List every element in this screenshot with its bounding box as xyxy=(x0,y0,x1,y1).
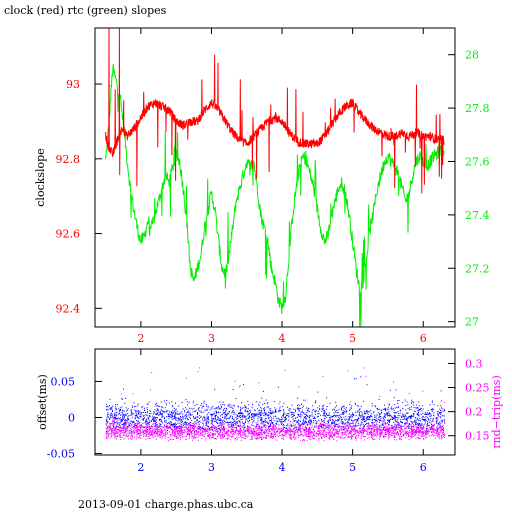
bottom-y2-tick-label: 0.25 xyxy=(465,382,490,395)
top-x-tick-label: 4 xyxy=(279,332,286,345)
top-x-tick-label: 6 xyxy=(420,332,427,345)
top-y-tick-label: 93 xyxy=(66,78,80,91)
top-y2-tick-label: 28 xyxy=(465,49,479,62)
top-x-tick-label: 5 xyxy=(349,332,356,345)
top-y-axis-label: clockslope xyxy=(34,148,47,206)
top-y2-tick-label: 27.2 xyxy=(465,262,490,275)
top-y2-tick-label: 27.4 xyxy=(465,209,490,222)
bottom-y-axis-label: offset(ms) xyxy=(36,374,49,430)
top-x-tick-label: 3 xyxy=(208,332,215,345)
bottom-chart: 2 3 4 5 6 -0.05 0 0.05 0.15 0.2 0.25 0.3 offset(ms) r… xyxy=(36,348,503,474)
bottom-x-tick-label: 2 xyxy=(137,461,144,474)
top-plot-frame xyxy=(94,27,456,328)
clock-slope-line xyxy=(105,27,445,194)
rtc-slope-line xyxy=(105,63,445,328)
bottom-y2-tick-label: 0.2 xyxy=(465,406,483,419)
chart-title: clock (red) rtc (green) slopes xyxy=(4,4,167,17)
bottom-y-tick-label: 0 xyxy=(68,412,75,425)
top-y2-tick-label: 27.6 xyxy=(465,155,490,168)
bottom-x-tick-label: 4 xyxy=(279,461,286,474)
top-chart: 2 3 4 5 6 92.4 92.6 92.8 93 27 27.2 27.4 27.6 27.8 28 c… xyxy=(34,27,490,345)
bottom-y-tick-label: -0.05 xyxy=(47,448,75,461)
bottom-y2-tick-label: 0.15 xyxy=(465,430,490,443)
bottom-y-tick-label: 0.05 xyxy=(51,375,76,388)
bottom-plot-frame xyxy=(94,348,456,456)
top-y-tick-label: 92.8 xyxy=(56,153,81,166)
top-y-tick-label: 92.4 xyxy=(56,302,81,315)
top-y2-tick-label: 27.8 xyxy=(465,102,490,115)
bottom-y2-tick-label: 0.3 xyxy=(465,357,483,370)
bottom-x-tick-label: 5 xyxy=(349,461,356,474)
rndtrip-scatter-points xyxy=(105,367,446,442)
top-y2-tick-label: 27 xyxy=(465,316,479,329)
footer-label: 2013-09-01 charge.phas.ubc.ca xyxy=(78,498,254,511)
top-y-tick-label: 92.6 xyxy=(56,228,81,241)
top-x-tick-label: 2 xyxy=(137,332,144,345)
bottom-x-tick-label: 6 xyxy=(420,461,427,474)
bottom-x-tick-label: 3 xyxy=(208,461,215,474)
bottom-y2-axis-label: rnd−trip(ms) xyxy=(490,375,503,449)
